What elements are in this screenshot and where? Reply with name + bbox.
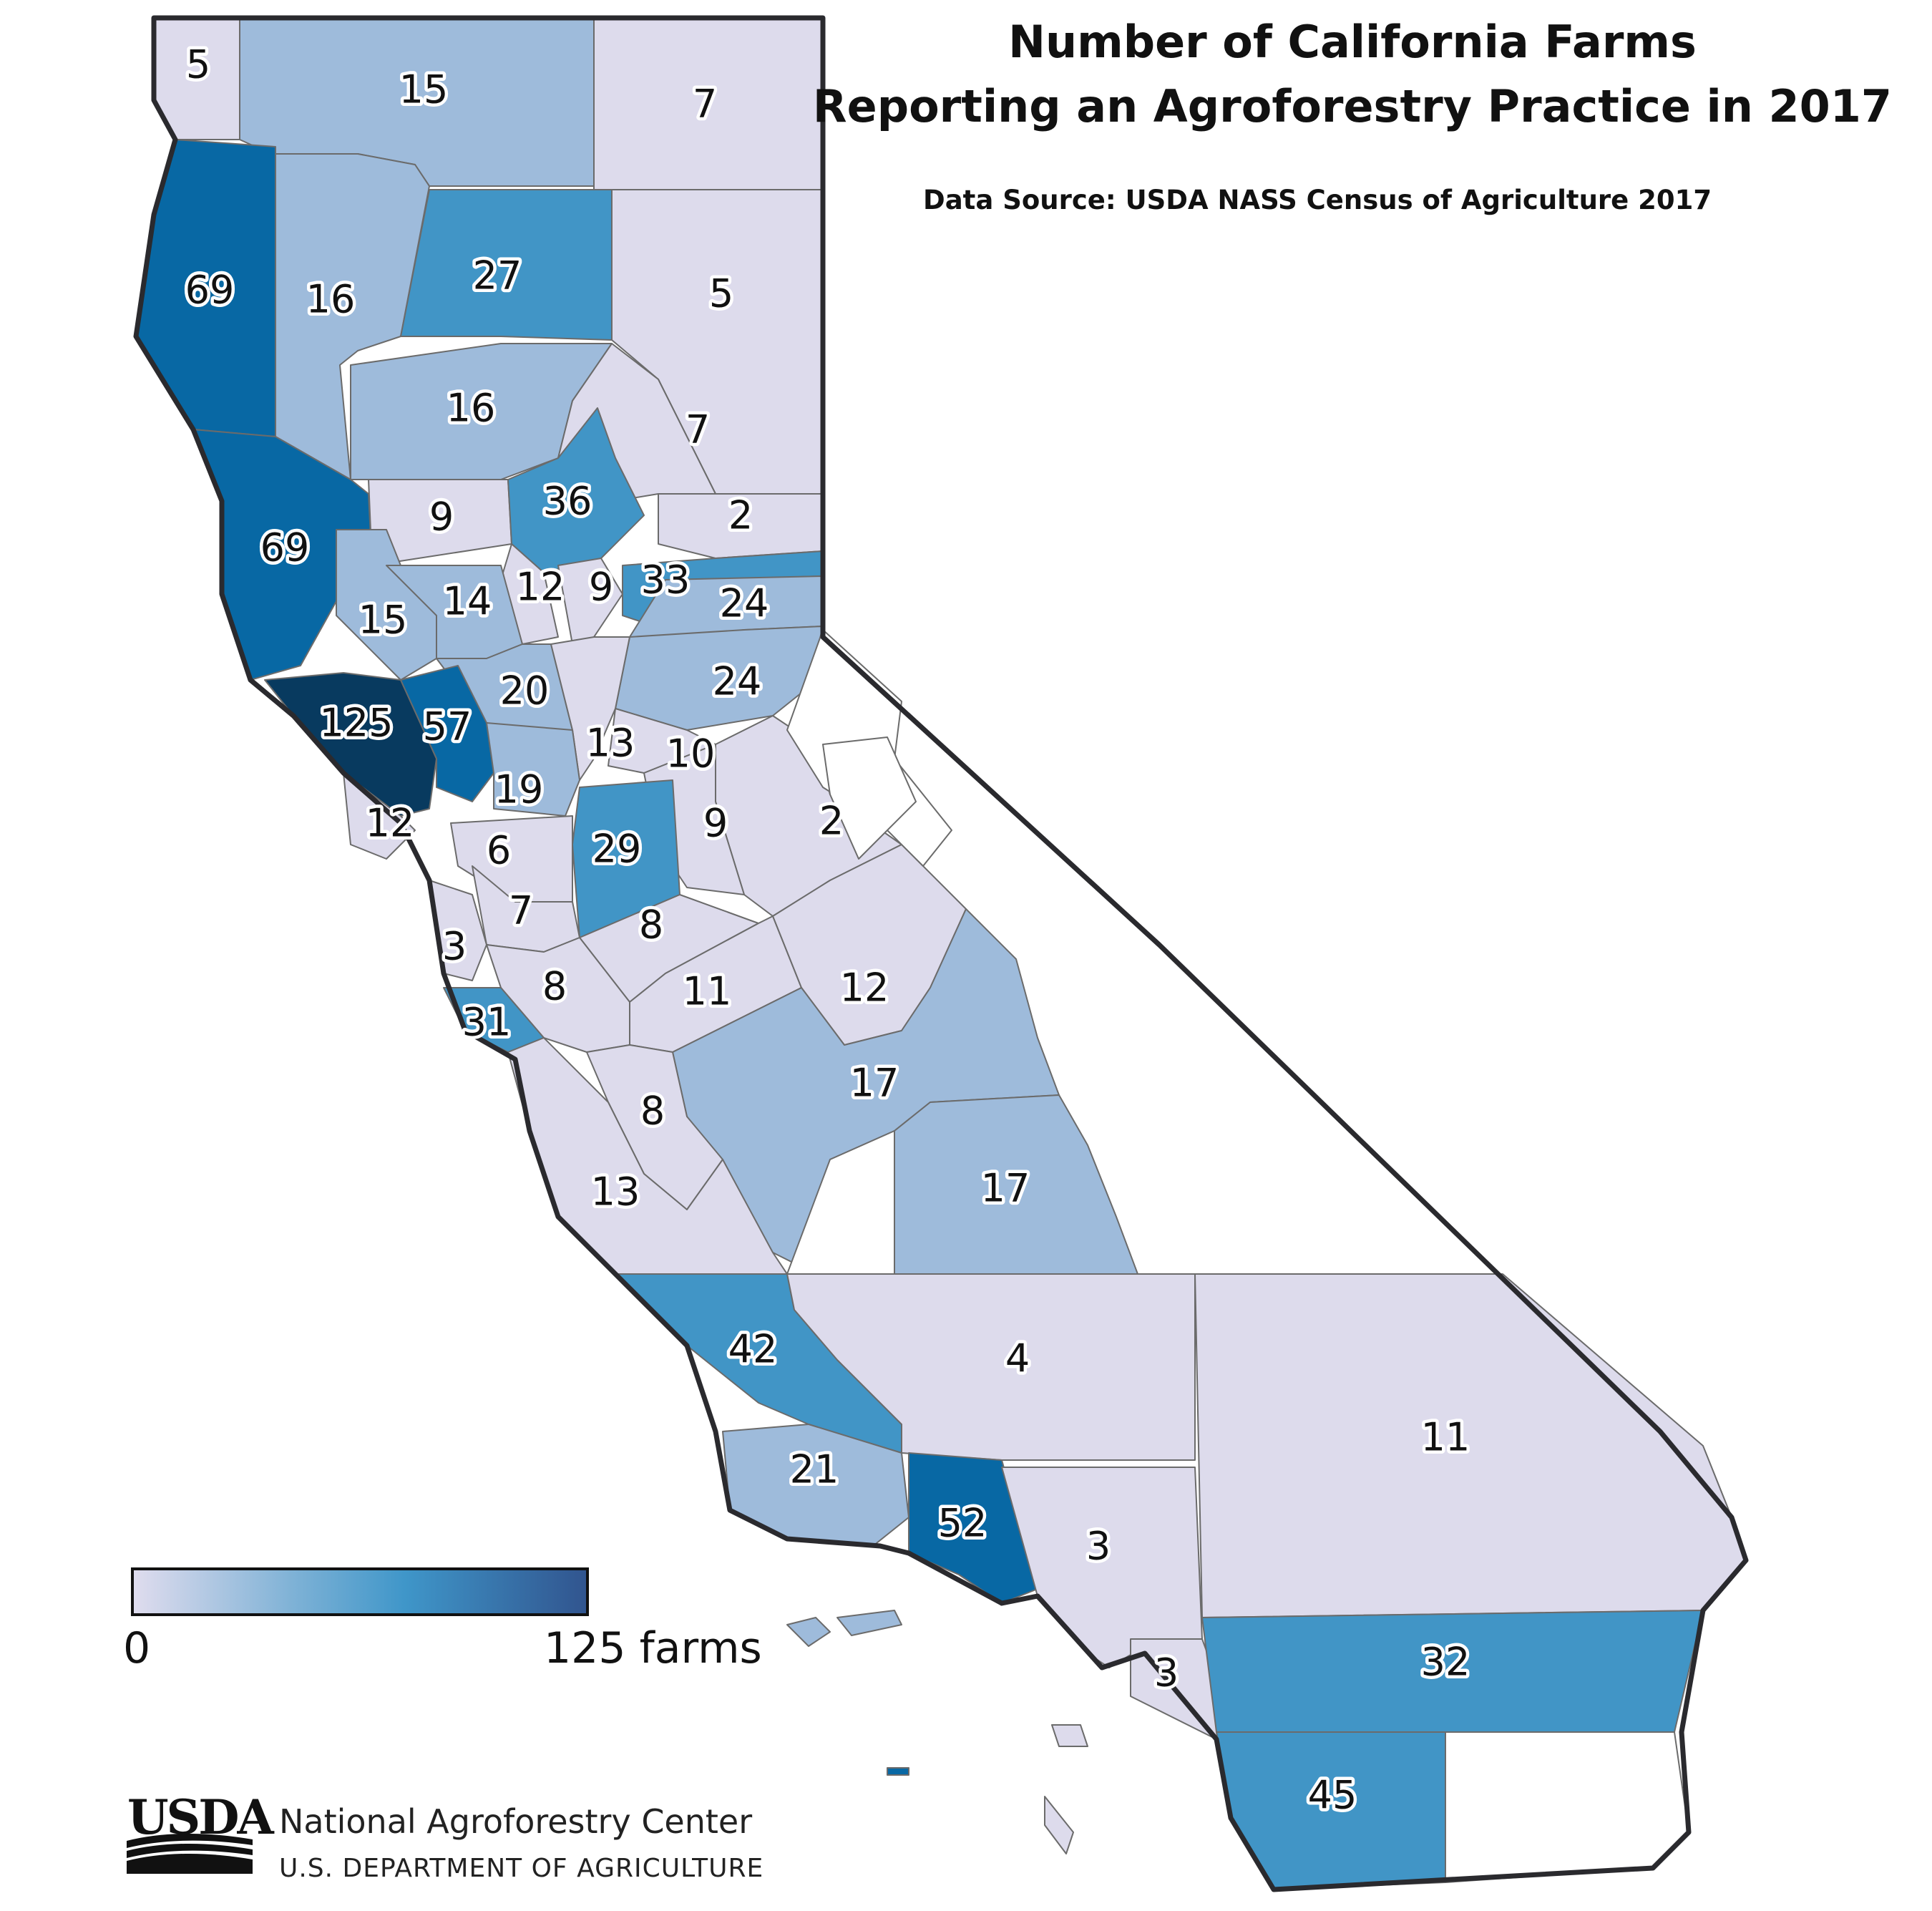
usda-logo-text: USDA <box>127 1789 274 1845</box>
org-department: U.S. DEPARTMENT OF AGRICULTURE <box>279 1854 764 1883</box>
map-title-line-1: Number of California Farms <box>1008 16 1697 68</box>
county-label: 6 <box>487 828 511 873</box>
legend-min-label: 0 <box>123 1623 151 1673</box>
county-label: 7 <box>693 82 717 127</box>
county-label: 2 <box>728 493 753 538</box>
county-label: 14 <box>443 579 492 624</box>
county-imperial <box>1445 1731 1689 1883</box>
county-label: 12 <box>366 801 415 846</box>
county-label: 17 <box>850 1061 899 1106</box>
county-label: 11 <box>683 969 732 1014</box>
county-label: 15 <box>358 598 408 643</box>
county-label: 125 <box>319 701 393 746</box>
county-label: 69 <box>185 268 235 313</box>
county-label: 33 <box>641 558 691 603</box>
state-outline <box>133 15 1749 1892</box>
data-source: Data Source: USDA NASS Census of Agricul… <box>923 185 1712 215</box>
county-label: 45 <box>1308 1773 1357 1818</box>
county-yuba <box>557 558 623 645</box>
county-label: 16 <box>447 386 496 431</box>
county-label: 42 <box>728 1327 778 1372</box>
county-label: 24 <box>713 659 762 704</box>
county-label: 3 <box>1086 1524 1111 1569</box>
county-label: 36 <box>543 479 592 524</box>
usda-logo-swoosh-icon <box>127 1833 253 1874</box>
island-santa-cruz <box>836 1610 902 1636</box>
county-label: 17 <box>981 1166 1030 1211</box>
county-label: 11 <box>1421 1415 1470 1460</box>
county-inyo-nodata <box>822 736 917 860</box>
county-label: 12 <box>516 565 565 610</box>
county-label: 20 <box>500 668 550 714</box>
legend-max-label: 125 farms <box>544 1623 762 1673</box>
county-label: 12 <box>840 966 889 1011</box>
county-label: 19 <box>494 767 544 812</box>
county-label: 9 <box>703 801 728 846</box>
island-san-miguel <box>786 1617 831 1647</box>
county-label: 29 <box>592 827 642 872</box>
county-label: 13 <box>591 1170 640 1215</box>
county-label: 8 <box>542 964 567 1009</box>
island-catalina <box>1051 1724 1088 1747</box>
county-label: 15 <box>399 67 449 112</box>
county-label: 9 <box>429 495 454 540</box>
county-napa <box>400 665 494 802</box>
island-san-clemente <box>1044 1796 1074 1854</box>
legend-color-bar <box>131 1567 589 1616</box>
county-san-bernardino <box>1194 1273 1747 1618</box>
county-label: 32 <box>1421 1640 1470 1685</box>
county-label: 69 <box>260 525 310 570</box>
county-label: 7 <box>509 888 533 933</box>
county-label: 13 <box>586 721 635 766</box>
map-title-line-2: Reporting an Agroforestry Practice in 20… <box>812 80 1893 132</box>
county-label: 5 <box>186 42 210 87</box>
org-name: National Agroforestry Center <box>279 1802 753 1841</box>
county-label: 8 <box>639 903 663 948</box>
county-label: 16 <box>306 277 356 322</box>
county-label: 31 <box>462 1000 512 1045</box>
county-label: 3 <box>1154 1650 1179 1696</box>
island-san-nicolas <box>887 1767 909 1776</box>
county-kings-nodata <box>786 1130 895 1275</box>
county-label: 7 <box>686 407 710 452</box>
county-label: 27 <box>473 253 522 298</box>
county-label: 52 <box>938 1501 987 1546</box>
county-label: 3 <box>442 924 467 969</box>
county-label: 9 <box>589 565 613 610</box>
county-label: 4 <box>1005 1336 1030 1381</box>
county-label: 2 <box>819 799 844 844</box>
county-label: 21 <box>790 1447 839 1492</box>
county-label: 10 <box>666 731 716 777</box>
county-marin <box>343 772 416 860</box>
county-label: 5 <box>709 271 733 316</box>
county-shasta <box>400 189 613 341</box>
county-label: 24 <box>720 581 769 626</box>
county-label: 57 <box>423 704 472 749</box>
county-label: 8 <box>640 1089 665 1134</box>
